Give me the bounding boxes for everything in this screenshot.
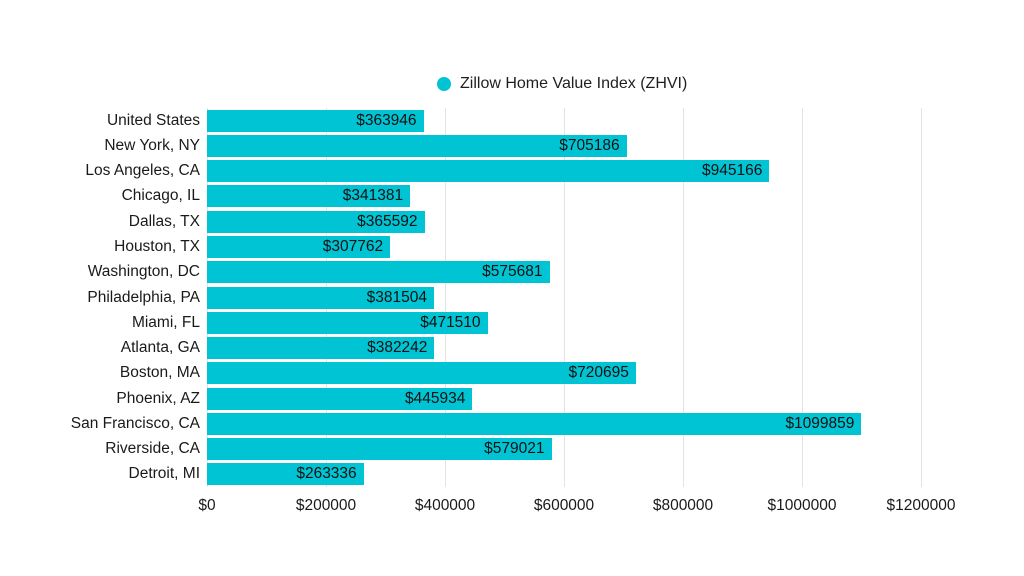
gridline [921,108,922,487]
category-label: Boston, MA [119,364,200,382]
bar: $307762 [207,235,391,258]
bar-value-label: $382242 [367,339,428,357]
bar-value-label: $263336 [296,465,357,483]
bar: $341381 [207,185,411,208]
y-axis-labels: United States New York, NY Los Angeles, CA… [0,108,200,487]
bar: $471510 [207,311,488,334]
bar: $381504 [207,286,434,309]
bar: $705186 [207,134,627,157]
x-tick-label: $600000 [533,497,595,514]
gridline [564,108,565,487]
category-label: Houston, TX [114,237,200,255]
gridline [445,108,446,487]
bar: $263336 [207,463,364,486]
category-label: Riverside, CA [105,440,200,458]
bar: $363946 [207,109,424,132]
legend-label: Zillow Home Value Index (ZHVI) [460,75,688,92]
bar: $445934 [207,387,473,410]
bar-value-label: $381504 [366,288,427,306]
gridline [802,108,803,487]
category-label: Miami, FL [131,313,200,331]
bar-value-label: $945166 [702,162,763,180]
category-label: Phoenix, AZ [116,389,200,407]
x-tick-label: $1000000 [767,497,837,514]
x-tick-label: $200000 [295,497,357,514]
category-label: Philadelphia, PA [87,288,200,306]
bar-value-label: $341381 [342,187,404,205]
bar: $382242 [207,337,435,360]
x-tick-label: $800000 [652,497,714,514]
category-label: Chicago, IL [121,187,200,205]
bar: $720695 [207,362,636,385]
x-tick-label: $400000 [414,497,476,514]
x-tick-label: $0 [198,497,216,514]
category-label: Atlanta, GA [120,339,200,357]
category-label: United States [106,111,200,129]
x-tick-label: $1200000 [886,497,956,514]
plot-area: $363946 $705186 $945166 $341381 $365592 $3077… [207,108,922,487]
bar: $365592 [207,210,425,233]
legend-dot-icon [437,77,451,91]
bar-value-label: $1099859 [785,414,855,432]
bar-value-label: $307762 [322,237,384,255]
gridline [683,108,684,487]
chart-legend: Zillow Home Value Index (ZHVI) [437,76,687,92]
bar-value-label: $705186 [559,136,620,154]
category-label: Los Angeles, CA [85,162,200,180]
bar-value-label: $720695 [568,364,629,382]
bar: $945166 [207,160,770,183]
bar-value-label: $579021 [484,440,545,458]
category-label: Dallas, TX [128,212,200,230]
bar-value-label: $363946 [356,111,417,129]
category-label: New York, NY [104,136,200,154]
bar-value-label: $445934 [404,389,466,407]
category-label: Washington, DC [87,263,200,281]
x-axis-labels: $0 $200000 $400000 $600000 $800000 $1000000 $1… [0,497,1024,517]
bar-value-label: $471510 [420,313,481,331]
bar: $579021 [207,438,552,461]
category-label: San Francisco, CA [70,414,200,432]
category-label: Detroit, MI [128,465,200,483]
bar-value-label: $365592 [357,212,418,230]
bar-value-label: $575681 [482,263,543,281]
bar: $1099859 [207,412,862,435]
bar: $575681 [207,261,550,284]
